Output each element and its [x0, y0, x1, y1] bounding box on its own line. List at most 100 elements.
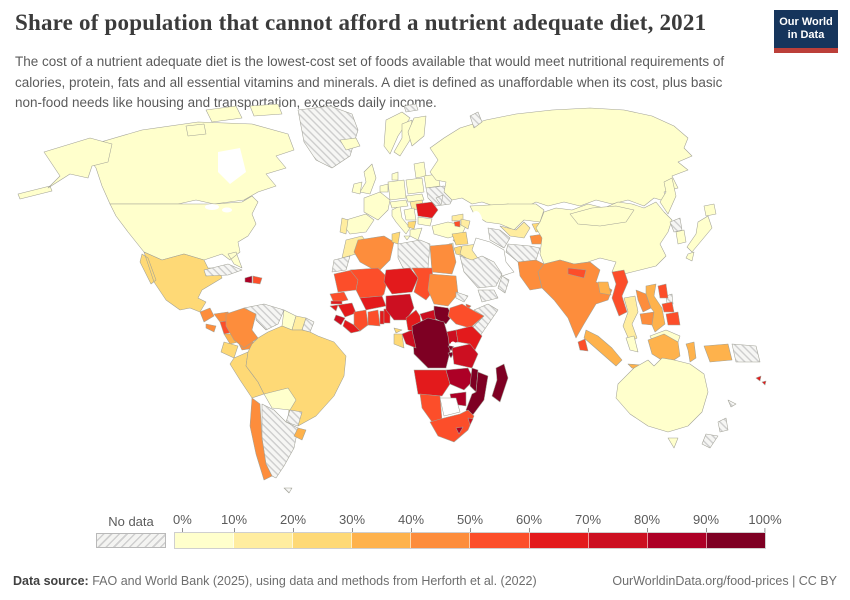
country-svalbard[interactable]	[403, 104, 419, 113]
country-botswana[interactable]	[439, 397, 461, 417]
country-cuba[interactable]	[203, 263, 243, 277]
country-papua-new-guinea[interactable]	[731, 343, 761, 363]
country-gabon[interactable]	[393, 333, 405, 349]
country-sierra-leone[interactable]	[333, 314, 346, 326]
country-canada[interactable]	[85, 121, 295, 205]
country-sudan[interactable]	[427, 273, 459, 307]
country-liberia[interactable]	[342, 319, 361, 334]
legend-bin-9[interactable]	[706, 533, 765, 548]
legend-bin-4[interactable]	[411, 533, 471, 548]
country-ecuador[interactable]	[220, 341, 239, 359]
country-eritrea[interactable]	[455, 291, 469, 303]
legend-bin-2[interactable]	[293, 533, 353, 548]
country-iceland[interactable]	[339, 137, 361, 151]
country-el-salvador[interactable]	[205, 323, 217, 333]
legend-bin-7[interactable]	[588, 533, 648, 548]
country-paraguay[interactable]	[285, 409, 303, 427]
country-australia[interactable]	[615, 357, 709, 449]
country-niger[interactable]	[383, 267, 419, 295]
country-moldova[interactable]	[435, 194, 444, 206]
country-armenia[interactable]	[453, 220, 461, 228]
country-libya[interactable]	[397, 239, 431, 271]
attribution[interactable]: OurWorldinData.org/food-prices | CC BY	[612, 574, 837, 588]
country-spain[interactable]	[343, 213, 375, 235]
country-russia[interactable]	[429, 107, 693, 209]
country-germany[interactable]	[387, 179, 407, 201]
country-bolivia[interactable]	[263, 387, 297, 411]
country-turkmenistan[interactable]	[487, 227, 511, 249]
country-tanzania[interactable]	[451, 343, 479, 369]
country-mexico[interactable]	[139, 251, 223, 313]
country-falkland-islands[interactable]	[283, 487, 293, 494]
country-madagascar[interactable]	[491, 363, 509, 403]
country-angola[interactable]	[413, 369, 451, 397]
country-laos[interactable]	[635, 289, 652, 313]
country-canada-arctic-islands[interactable]	[185, 104, 283, 137]
country-greenland[interactable]	[297, 105, 359, 169]
country-france[interactable]	[363, 191, 391, 221]
country-oman[interactable]	[497, 275, 510, 294]
country-nepal[interactable]	[567, 267, 587, 279]
country-alaska[interactable]	[17, 137, 113, 200]
country-fiji[interactable]	[755, 375, 767, 386]
country-chad[interactable]	[411, 267, 435, 301]
country-congo[interactable]	[401, 329, 417, 349]
country-zambia[interactable]	[445, 367, 475, 391]
owid-logo[interactable]: Our World in Data	[774, 10, 838, 53]
country-india[interactable]	[537, 259, 613, 339]
country-brazil[interactable]	[245, 325, 347, 427]
legend-bin-5[interactable]	[470, 533, 530, 548]
country-tunisia[interactable]	[391, 231, 401, 245]
country-burkina-faso[interactable]	[359, 295, 387, 311]
country-afghanistan[interactable]	[505, 243, 541, 263]
country-eswatini[interactable]	[467, 417, 474, 426]
country-south-africa[interactable]	[429, 409, 475, 443]
country-iran[interactable]	[471, 237, 515, 277]
legend-bin-1[interactable]	[234, 533, 294, 548]
country-algeria[interactable]	[353, 235, 395, 273]
country-portugal[interactable]	[339, 217, 349, 235]
country-egypt[interactable]	[429, 243, 457, 275]
country-benelux[interactable]	[379, 183, 389, 193]
country-haiti[interactable]	[244, 275, 253, 284]
country-greece[interactable]	[409, 227, 423, 241]
country-cote-divoire[interactable]	[353, 309, 369, 332]
legend-bin-3[interactable]	[352, 533, 412, 548]
no-data-swatch[interactable]	[96, 533, 166, 548]
country-albania[interactable]	[407, 220, 417, 230]
country-serbia-balkans[interactable]	[403, 207, 417, 221]
country-novaya-zemlya[interactable]	[469, 111, 483, 129]
country-venezuela[interactable]	[243, 303, 285, 331]
country-ghana[interactable]	[367, 309, 381, 327]
country-philippines[interactable]	[657, 283, 681, 326]
country-uzbekistan[interactable]	[499, 221, 531, 239]
country-baltics[interactable]	[413, 161, 427, 179]
country-romania[interactable]	[415, 201, 439, 219]
country-equatorial-guinea[interactable]	[393, 327, 403, 334]
country-poland[interactable]	[405, 177, 425, 195]
country-nigeria[interactable]	[385, 293, 415, 321]
country-mongolia[interactable]	[569, 205, 635, 227]
country-new-caledonia[interactable]	[727, 399, 737, 408]
country-italy[interactable]	[391, 205, 411, 241]
country-finland[interactable]	[407, 115, 427, 147]
country-china[interactable]	[535, 201, 673, 275]
country-yemen[interactable]	[477, 289, 499, 303]
country-vietnam[interactable]	[645, 283, 666, 333]
legend-bin-6[interactable]	[529, 533, 589, 548]
country-cambodia[interactable]	[639, 311, 655, 326]
country-lesotho[interactable]	[455, 426, 464, 435]
country-denmark[interactable]	[391, 171, 399, 181]
country-norway[interactable]	[383, 111, 411, 155]
country-switzerland-austria[interactable]	[389, 199, 409, 209]
country-guatemala[interactable]	[199, 307, 215, 323]
country-drc[interactable]	[411, 317, 451, 369]
country-dominican-republic[interactable]	[252, 275, 263, 285]
country-guinea[interactable]	[337, 302, 357, 318]
country-togo[interactable]	[379, 310, 385, 325]
country-thailand[interactable]	[622, 295, 639, 343]
legend-bin-8[interactable]	[647, 533, 707, 548]
country-new-zealand[interactable]	[701, 417, 729, 449]
country-bangladesh[interactable]	[597, 281, 612, 296]
country-uruguay[interactable]	[293, 427, 307, 441]
